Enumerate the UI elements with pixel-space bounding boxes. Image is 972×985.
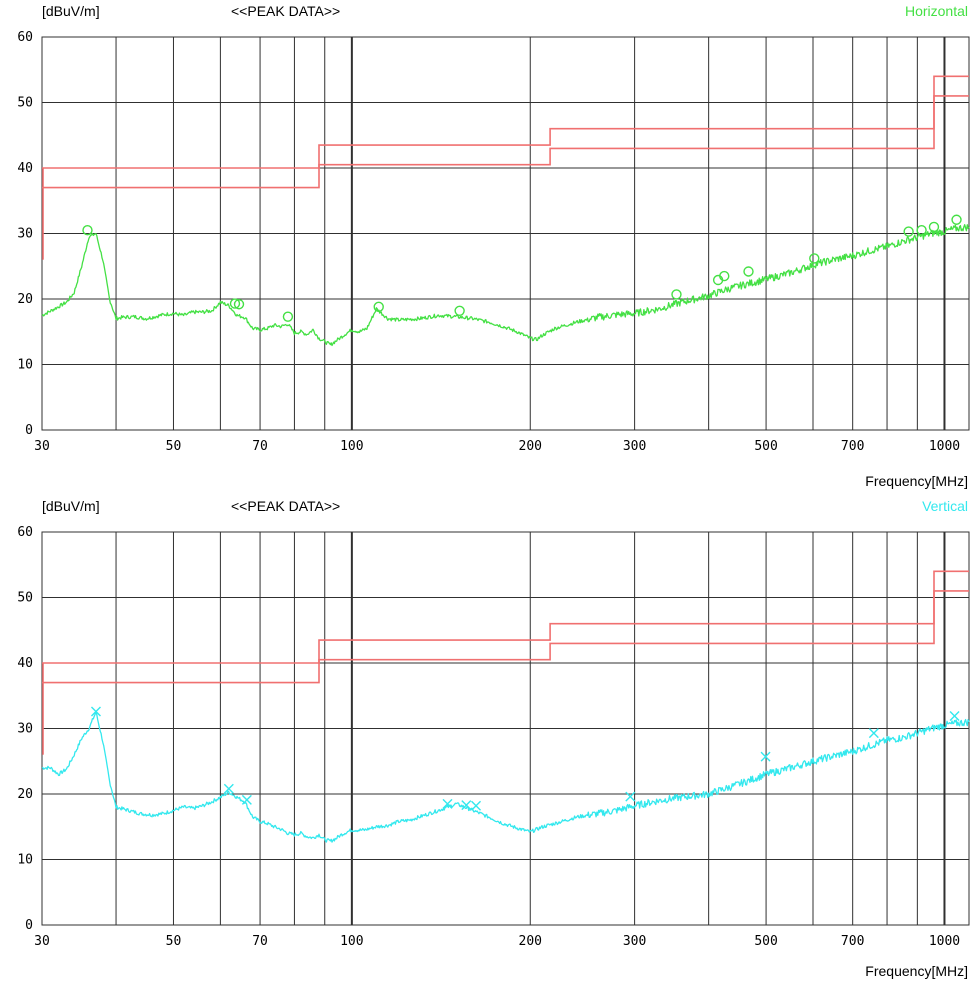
x-tick-label: 50 bbox=[166, 439, 182, 454]
x-tick-label: 200 bbox=[519, 439, 542, 454]
y-tick-label: 60 bbox=[17, 525, 33, 540]
y-axis-unit-label: [dBuV/m] bbox=[42, 498, 100, 514]
peak-marker-stroke bbox=[760, 751, 771, 762]
y-tick-label: 10 bbox=[17, 853, 33, 868]
peak-marker bbox=[282, 311, 294, 322]
peak-marker bbox=[373, 301, 384, 313]
x-tick-label: 1000 bbox=[929, 439, 960, 454]
y-tick-label: 20 bbox=[17, 787, 33, 802]
chart-title: <<PEAK DATA>> bbox=[231, 3, 341, 19]
peak-marker bbox=[719, 270, 730, 282]
peak-marker-stroke bbox=[471, 800, 482, 811]
horizontal-emission-plot: 0 10 20 30 40 50 60 30 50 70 100 200 300 500 700 1000 bbox=[17, 30, 970, 454]
y-tick-label: 50 bbox=[17, 591, 33, 606]
x-tick-label: 100 bbox=[340, 934, 363, 949]
x-tick-label: 300 bbox=[623, 934, 646, 949]
y-tick-label: 60 bbox=[17, 30, 33, 45]
peak-marker bbox=[471, 800, 482, 811]
peak-marker-stroke bbox=[241, 794, 252, 805]
peak-marker bbox=[809, 253, 820, 264]
y-tick-label: 30 bbox=[17, 722, 33, 737]
peak-marker bbox=[625, 791, 636, 802]
x-tick-label: 500 bbox=[754, 934, 777, 949]
emission-trace bbox=[41, 224, 970, 347]
x-axis-label: Frequency[MHz] bbox=[865, 473, 968, 489]
x-tick-label: 70 bbox=[252, 439, 268, 454]
peak-marker-stroke bbox=[949, 711, 960, 722]
x-tick-label: 300 bbox=[623, 439, 646, 454]
peak-marker bbox=[233, 299, 245, 310]
peak-marker-stroke bbox=[223, 783, 234, 794]
y-tick-label: 20 bbox=[17, 292, 33, 307]
x-tick-label: 70 bbox=[252, 934, 268, 949]
peak-marker bbox=[760, 751, 771, 762]
peak-marker-stroke bbox=[442, 798, 453, 809]
x-tick-label: 700 bbox=[841, 934, 864, 949]
polarization-label: Horizontal bbox=[904, 3, 968, 19]
emission-trace bbox=[41, 711, 970, 843]
horizontal-chart-panel: [dBuV/m] <<PEAK DATA>> Horizontal Freque… bbox=[17, 3, 970, 489]
peak-marker bbox=[454, 305, 465, 316]
peak-marker bbox=[229, 298, 241, 309]
peak-marker bbox=[442, 798, 453, 809]
peak-marker-stroke bbox=[90, 706, 101, 717]
x-tick-label: 700 bbox=[841, 439, 864, 454]
x-tick-label: 100 bbox=[340, 439, 363, 454]
y-tick-label: 40 bbox=[17, 656, 33, 671]
plot-frame bbox=[41, 36, 970, 431]
x-tick-label: 500 bbox=[754, 439, 777, 454]
peak-marker-stroke bbox=[625, 791, 636, 802]
limit-line bbox=[42, 590, 969, 684]
x-tick-label: 1000 bbox=[929, 934, 960, 949]
y-tick-label: 10 bbox=[17, 358, 33, 373]
peak-marker bbox=[916, 225, 927, 236]
x-tick-label: 30 bbox=[34, 934, 50, 949]
peak-marker bbox=[223, 783, 234, 794]
peak-marker bbox=[868, 728, 879, 739]
chart-title: <<PEAK DATA>> bbox=[231, 498, 341, 514]
plot-frame bbox=[41, 531, 970, 926]
y-tick-label: 30 bbox=[17, 227, 33, 242]
y-tick-label: 40 bbox=[17, 161, 33, 176]
limit-line bbox=[42, 95, 969, 189]
peak-marker bbox=[951, 214, 962, 225]
x-tick-label: 50 bbox=[166, 934, 182, 949]
x-tick-label: 30 bbox=[34, 439, 50, 454]
peak-marker bbox=[928, 221, 940, 233]
limit-line bbox=[42, 570, 969, 664]
peak-marker-stroke bbox=[461, 800, 472, 811]
y-tick-label: 0 bbox=[25, 918, 33, 933]
y-tick-label: 50 bbox=[17, 96, 33, 111]
peak-marker bbox=[903, 226, 914, 237]
vertical-chart-panel: [dBuV/m] <<PEAK DATA>> Vertical Frequenc… bbox=[0, 495, 972, 985]
polarization-label: Vertical bbox=[922, 498, 968, 514]
x-axis-label: Frequency[MHz] bbox=[865, 963, 968, 979]
peak-marker bbox=[671, 289, 682, 300]
x-tick-label: 200 bbox=[519, 934, 542, 949]
y-axis-unit-label: [dBuV/m] bbox=[42, 3, 100, 19]
limit-line bbox=[42, 75, 969, 169]
peak-marker-stroke bbox=[868, 728, 879, 739]
peak-marker bbox=[241, 794, 252, 805]
peak-marker bbox=[82, 225, 93, 236]
vertical-emission-plot: 0 10 20 30 40 50 60 30 50 70 100 200 300 500 700 1000 bbox=[17, 525, 970, 949]
peak-marker bbox=[949, 711, 960, 722]
peak-marker bbox=[461, 800, 472, 811]
peak-marker bbox=[90, 706, 101, 717]
y-tick-label: 0 bbox=[25, 423, 33, 438]
peak-marker bbox=[743, 266, 754, 277]
